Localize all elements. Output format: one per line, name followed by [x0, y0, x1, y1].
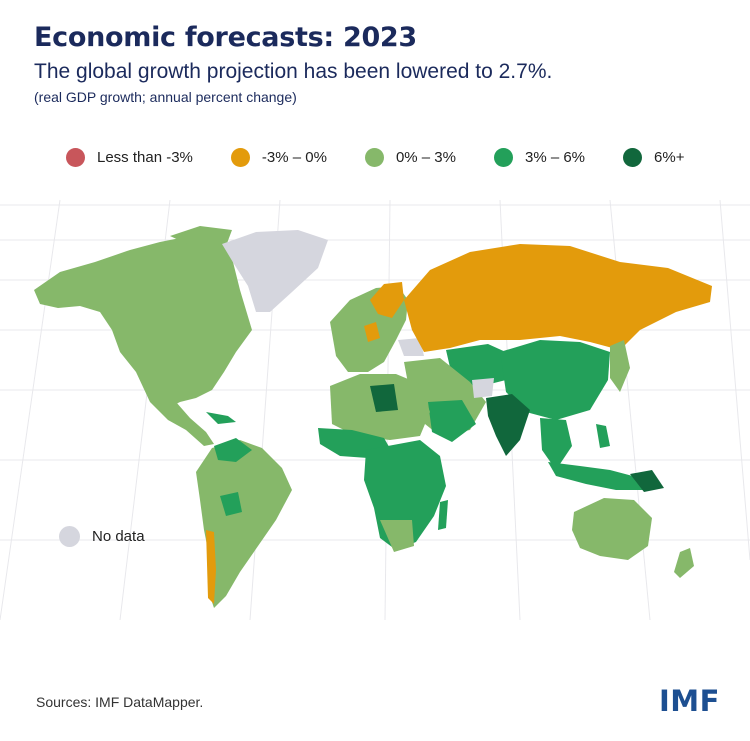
chart-subtitle: The global growth projection has been lo… — [34, 60, 553, 83]
germany-region — [364, 322, 380, 342]
legend-swatch-orange — [230, 148, 250, 167]
legend-swatch-light-green — [364, 148, 384, 167]
north-america — [34, 236, 252, 408]
no-data-label: No data — [92, 528, 145, 545]
legend: Less than -3% -3% – 0% 0% – 3% 3% – 6% 6… — [66, 148, 722, 167]
south-africa — [380, 520, 414, 552]
legend-swatch-red — [66, 148, 85, 167]
libya — [370, 384, 398, 412]
chart-title: Economic forecasts: 2023 — [34, 22, 417, 53]
legend-label: 0% – 3% — [395, 149, 456, 166]
india — [486, 394, 530, 456]
new-guinea — [630, 470, 664, 492]
caribbean — [206, 412, 236, 424]
legend-item-minus-3-to-0: -3% – 0% — [230, 148, 327, 167]
chile-argentina-orange — [206, 530, 216, 604]
legend-swatch-dark-green — [623, 148, 643, 167]
legend-item-3-to-6: 3% – 6% — [493, 148, 586, 167]
arabian-peninsula — [428, 400, 476, 442]
legend-label: 3% – 6% — [524, 149, 586, 166]
japan-korea — [610, 340, 630, 392]
legend-label: Less than -3% — [97, 149, 193, 166]
madagascar — [438, 500, 448, 530]
venezuela-colombia — [214, 438, 252, 462]
greenland — [222, 230, 328, 312]
afghanistan-nodata — [472, 378, 494, 398]
no-data-swatch — [59, 526, 80, 547]
philippines — [596, 424, 610, 448]
southeast-asia — [540, 418, 572, 470]
south-america — [196, 440, 292, 608]
indonesia — [548, 462, 650, 490]
no-data-legend: No data — [59, 526, 145, 547]
new-zealand — [674, 548, 694, 578]
legend-item-6-plus: 6%+ — [623, 148, 684, 167]
australia — [572, 498, 652, 560]
ukraine-area — [398, 338, 424, 356]
legend-item-0-to-3: 0% – 3% — [364, 148, 456, 167]
legend-label: -3% – 0% — [261, 149, 327, 166]
imf-logo: IMF — [659, 684, 720, 718]
bolivia — [220, 492, 242, 516]
legend-swatch-green — [493, 148, 513, 167]
mexico-central-america — [136, 372, 214, 446]
russia — [404, 244, 712, 352]
source-note: Sources: IMF DataMapper. — [36, 694, 204, 710]
china — [500, 340, 610, 420]
scandinavia — [370, 282, 404, 318]
units-note: (real GDP growth; annual percent change) — [34, 89, 297, 105]
canadian-islands — [170, 226, 232, 248]
world-map — [0, 199, 750, 620]
legend-label: 6%+ — [654, 149, 685, 166]
legend-item-less-than-minus-3: Less than -3% — [66, 148, 193, 167]
